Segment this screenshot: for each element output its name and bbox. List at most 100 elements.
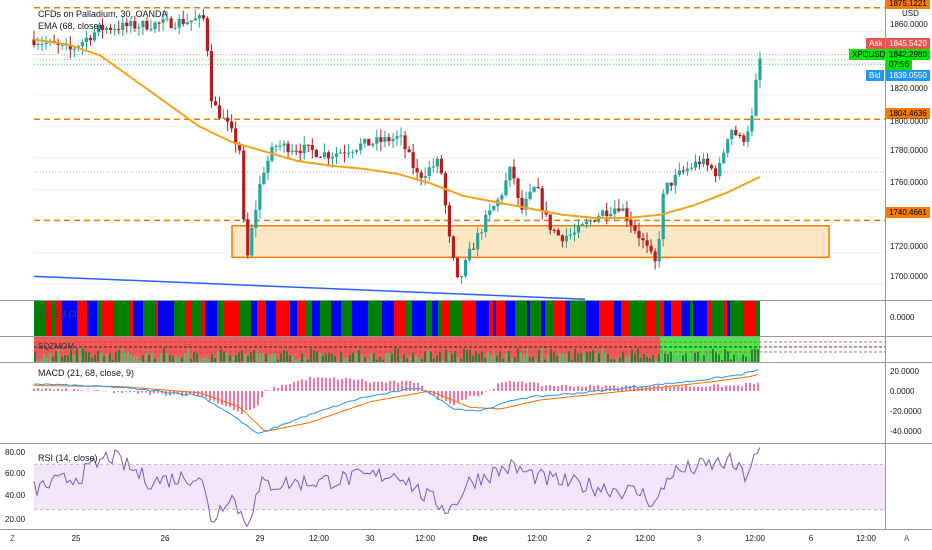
candle-body <box>431 166 435 168</box>
candle-body <box>451 236 456 258</box>
candle-body <box>306 144 310 146</box>
momentum-bar <box>490 355 492 362</box>
momentum-bar <box>91 357 93 362</box>
candle-body <box>302 144 306 154</box>
candle-body <box>395 136 399 139</box>
momentum-bar <box>274 353 276 362</box>
momentum-bar <box>700 356 702 362</box>
momentum-bar <box>463 348 465 362</box>
indicator-pane-1[interactable]: ES_LB (3, ...) 0.0000 <box>0 301 932 336</box>
candle-body <box>673 174 677 186</box>
momentum-bar <box>115 351 117 362</box>
candle-body <box>641 237 645 241</box>
candle-body <box>286 143 290 153</box>
momentum-bar <box>559 351 561 362</box>
momentum-bar <box>358 349 360 362</box>
candle-body <box>338 152 343 154</box>
momentum-bar <box>574 349 576 362</box>
momentum-bar <box>457 356 459 362</box>
candle-body <box>266 160 270 173</box>
momentum-bar <box>319 352 321 362</box>
trend-state-bar <box>297 301 305 336</box>
momentum-bar <box>148 354 150 362</box>
trend-state-bar <box>530 301 541 336</box>
price-chart[interactable] <box>0 0 932 300</box>
pane-separator[interactable] <box>0 336 932 337</box>
momentum-bar <box>571 359 573 362</box>
candle-body <box>576 225 581 233</box>
rsi-chart[interactable] <box>0 444 932 529</box>
candle-body <box>254 209 258 228</box>
momentum-bar <box>310 348 312 362</box>
momentum-bar <box>541 348 543 362</box>
pane-separator[interactable] <box>0 362 932 363</box>
candle-body <box>310 145 314 150</box>
trend-state-bar <box>730 301 743 336</box>
trend-state-bar <box>655 301 659 336</box>
price-axis-border <box>885 0 886 530</box>
candle-body <box>318 156 322 158</box>
momentum-bar <box>415 355 417 362</box>
candle-body <box>613 208 617 214</box>
momentum-bar <box>460 358 462 362</box>
candle-body <box>697 161 702 165</box>
momentum-bar <box>592 350 594 362</box>
momentum-bar <box>196 353 198 362</box>
momentum-bar <box>103 356 105 362</box>
candle-body <box>621 208 625 212</box>
pane-separator[interactable] <box>0 443 932 444</box>
macd-chart[interactable] <box>0 363 932 443</box>
candle-body <box>754 79 758 116</box>
trend-state-bar <box>97 301 102 336</box>
momentum-bar <box>604 351 606 362</box>
momentum-bar <box>124 350 126 362</box>
macd-pane[interactable]: MACD (21, 68, close, 9) 20.0000 0.0000 -… <box>0 363 932 443</box>
momentum-bar <box>73 355 75 362</box>
candle-body <box>258 184 262 210</box>
time-axis[interactable]: Z A <box>0 530 932 550</box>
candle-body <box>145 20 149 30</box>
candle-body <box>532 187 536 192</box>
momentum-bar <box>619 357 621 362</box>
candle-body <box>584 221 589 225</box>
time-label: 26 <box>160 534 170 543</box>
zoom-button[interactable]: Z <box>10 534 15 543</box>
trend-state-bar <box>565 301 570 336</box>
candle-body <box>246 219 250 256</box>
momentum-bar <box>289 355 291 362</box>
candle-body <box>153 22 157 30</box>
candle-body <box>197 15 201 19</box>
level-2-tag: 1740.4661 <box>886 207 930 218</box>
candle-body <box>730 130 734 140</box>
price-pane[interactable]: CFDs on Palladium, 30, OANDA EMA (68, cl… <box>0 0 932 300</box>
ask-value-tag: 1845.5420 <box>886 38 930 49</box>
candle-body <box>718 162 722 177</box>
trend-state-bar <box>174 301 186 336</box>
momentum-bar <box>535 358 537 362</box>
momentum-bar <box>637 348 639 362</box>
momentum-bar <box>583 350 585 362</box>
indicator-1-chart[interactable] <box>0 301 932 336</box>
rsi-pane[interactable]: RSI (14, close) 80.00 60.00 40.00 20.00 <box>0 444 932 529</box>
indicator-pane-2[interactable]: SQZMOM <box>0 337 932 362</box>
pane-separator[interactable] <box>0 300 932 301</box>
momentum-bar <box>175 356 177 362</box>
indicator-2-chart[interactable] <box>0 337 932 362</box>
trend-state-bar <box>553 301 565 336</box>
trend-state-bar <box>599 301 614 336</box>
momentum-bar <box>46 357 48 362</box>
level-top-tag: 1875.1221 <box>886 0 930 9</box>
auto-scale-button[interactable]: A <box>904 534 910 543</box>
trend-line <box>33 275 586 300</box>
trend-state-bar <box>130 301 133 336</box>
momentum-bar <box>85 351 87 362</box>
momentum-bar <box>325 353 327 362</box>
bid-label: Bid <box>866 70 884 81</box>
trend-state-bar <box>462 301 476 336</box>
candle-body <box>468 248 472 260</box>
macd-tick: -20.0000 <box>890 407 922 416</box>
candle-body <box>32 39 36 45</box>
momentum-bar <box>727 351 729 362</box>
momentum-bar <box>337 359 339 362</box>
trend-state-bar <box>449 301 462 336</box>
